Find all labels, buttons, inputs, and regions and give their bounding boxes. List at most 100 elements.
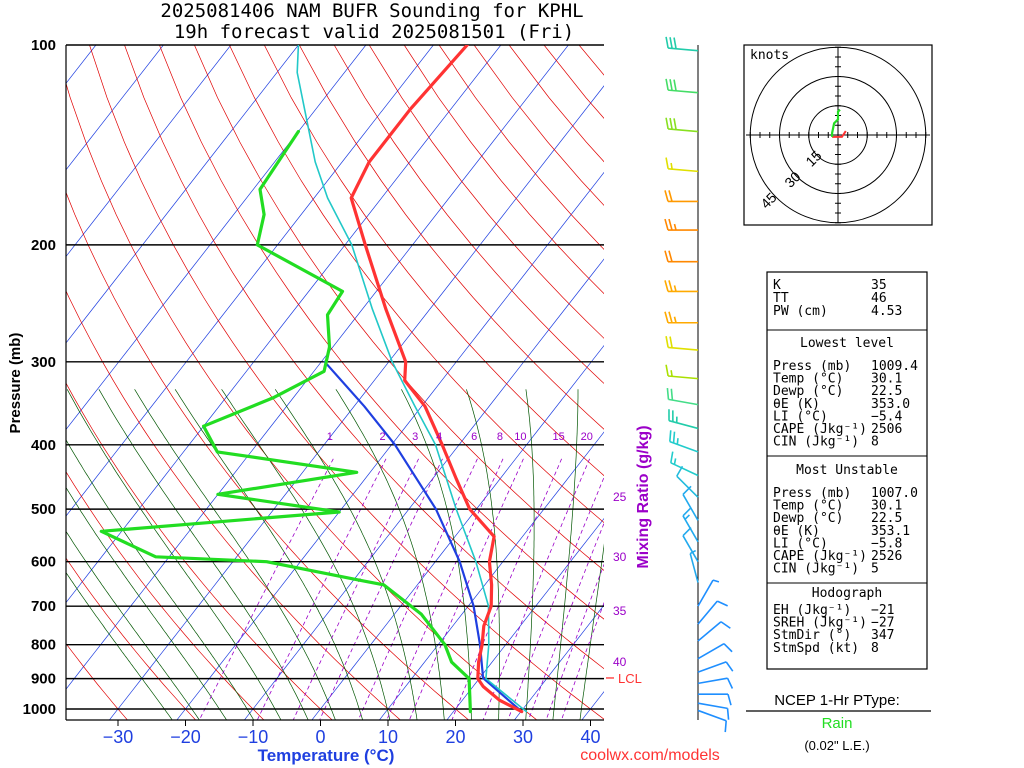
wind-barb-flag bbox=[664, 250, 669, 262]
wind-barb-flag bbox=[664, 280, 669, 292]
most-unstable-header: Most Unstable bbox=[796, 463, 898, 478]
hodograph-indices-row-label: StmSpd (kt) bbox=[773, 641, 859, 656]
wind-barb-flag bbox=[665, 117, 669, 130]
wind-barb-flag bbox=[665, 364, 669, 377]
mixing-ratio-line bbox=[198, 458, 334, 720]
lowest-level-row-label: CAPE (Jkg⁻¹) bbox=[773, 422, 867, 437]
pressure-tick-label: 1000 bbox=[23, 701, 56, 718]
isotherm-line bbox=[66, 45, 502, 604]
most-unstable-row-value: 353.1 bbox=[871, 524, 910, 539]
mixing-ratio-label: 3 bbox=[412, 431, 418, 443]
lowest-level-row-value: 22.5 bbox=[871, 384, 902, 399]
wind-barb-staff bbox=[668, 128, 699, 133]
wind-barb-flag bbox=[676, 465, 684, 477]
wind-barb-staff bbox=[697, 709, 727, 722]
parcel-profile-line bbox=[323, 360, 523, 713]
mixing-ratio-line bbox=[545, 563, 604, 720]
moist-adiabat-line bbox=[66, 389, 282, 720]
ptype-title: NCEP 1-Hr PType: bbox=[774, 692, 900, 709]
wind-barb-flag bbox=[665, 157, 669, 169]
wind-barb-staff bbox=[682, 535, 699, 563]
isotherm-line bbox=[66, 45, 232, 258]
temperature-profile-line bbox=[349, 45, 524, 714]
wind-barb bbox=[682, 485, 699, 521]
moist-adiabat-line bbox=[66, 571, 173, 720]
wind-barb-flag bbox=[673, 37, 677, 49]
wind-barb-flag bbox=[665, 36, 669, 49]
dry-adiabat-line bbox=[298, 45, 604, 430]
dry-adiabat-line bbox=[194, 45, 604, 571]
wind-barb-staff bbox=[669, 440, 699, 453]
moist-adiabat-line bbox=[466, 389, 500, 720]
mixing-ratio-line bbox=[561, 601, 604, 720]
temperature-tick-label: 40 bbox=[580, 727, 600, 747]
wind-barb bbox=[664, 311, 698, 324]
wind-barb-flag bbox=[716, 600, 728, 607]
most-unstable-row-value: 5 bbox=[871, 562, 879, 577]
wind-barb bbox=[665, 36, 699, 52]
wind-barb-flag bbox=[669, 430, 672, 442]
wind-barb bbox=[668, 409, 699, 430]
wind-barb bbox=[665, 336, 699, 351]
wind-barb-staff bbox=[697, 661, 727, 673]
wind-barb-flag bbox=[723, 643, 733, 653]
wind-barb-staff bbox=[697, 643, 725, 660]
hodograph-indices-row-value: 8 bbox=[871, 641, 879, 656]
temperature-tick-label: −20 bbox=[170, 727, 201, 747]
mixing-ratio-label: 10 bbox=[514, 431, 526, 443]
mixing-ratio-line bbox=[408, 458, 524, 720]
most-unstable-row-label: θE (K) bbox=[773, 524, 820, 539]
mixing-ratio-label: 1 bbox=[327, 431, 333, 443]
wind-barb-half-flag bbox=[712, 579, 720, 583]
wind-barb bbox=[665, 117, 699, 133]
wind-barb-flag bbox=[720, 621, 731, 629]
wind-barb-staff bbox=[668, 375, 699, 380]
temperature-tick-label: 30 bbox=[513, 727, 533, 747]
wind-barb-flag bbox=[682, 485, 692, 496]
lowest-level-row-value: 353.0 bbox=[871, 397, 910, 412]
wind-barb-flag bbox=[727, 693, 732, 706]
hodograph-trace-mid bbox=[830, 108, 841, 137]
wind-barb-flag bbox=[726, 708, 730, 720]
wind-barb-half-flag bbox=[684, 514, 691, 520]
mixing-ratio-line bbox=[386, 458, 504, 720]
lowest-level-row-value: −5.4 bbox=[871, 409, 902, 424]
wind-barb-staff bbox=[689, 553, 699, 583]
wind-barb-flag bbox=[664, 311, 669, 323]
sounding-profiles bbox=[99, 45, 528, 714]
wind-barb bbox=[665, 157, 699, 173]
pressure-tick-label: 800 bbox=[31, 637, 56, 654]
moist-adiabat-line bbox=[335, 389, 445, 720]
x-axis-label: Temperature (°C) bbox=[258, 746, 395, 765]
lowest-level-row-label: Temp (°C) bbox=[773, 372, 843, 387]
mixing-ratio-label: 15 bbox=[553, 431, 565, 443]
wind-barb-staff bbox=[697, 677, 728, 685]
virtual-temperature-line bbox=[296, 45, 528, 713]
isobar-lines bbox=[66, 44, 604, 710]
lowest-level-row-label: θE (K) bbox=[773, 397, 820, 412]
wind-barb bbox=[665, 364, 699, 380]
wind-barb bbox=[670, 451, 699, 477]
wind-barb-half-flag bbox=[673, 285, 677, 292]
hodograph-indices-row-label: SREH (Jkg⁻¹) bbox=[773, 616, 867, 631]
wind-barb-staff bbox=[676, 475, 699, 498]
moist-adiabat-line bbox=[274, 389, 418, 720]
dry-adiabat-line bbox=[66, 471, 265, 720]
wind-barb bbox=[664, 190, 698, 203]
mixing-ratio-label: 25 bbox=[613, 490, 627, 504]
isotherm-line bbox=[66, 45, 164, 171]
wind-barb-flag bbox=[672, 431, 676, 444]
mixing-ratio-labels: 1 2 3 4 6 8 10 15 20 25 30 35 40 bbox=[327, 431, 627, 669]
wind-barb-flag bbox=[666, 387, 670, 400]
wind-barb bbox=[697, 661, 734, 673]
wind-barb-staff bbox=[668, 89, 699, 94]
dry-adiabat-line bbox=[368, 45, 604, 339]
wind-barb-staff bbox=[697, 702, 728, 710]
lowest-level-row-value: 30.1 bbox=[871, 372, 902, 387]
wind-barb-staff bbox=[668, 346, 699, 351]
hodograph-trace-low bbox=[832, 130, 847, 138]
wind-barb-half-flag bbox=[673, 223, 677, 231]
mixing-ratio-line bbox=[292, 458, 419, 720]
y-axis-label: Pressure (mb) bbox=[7, 333, 24, 434]
